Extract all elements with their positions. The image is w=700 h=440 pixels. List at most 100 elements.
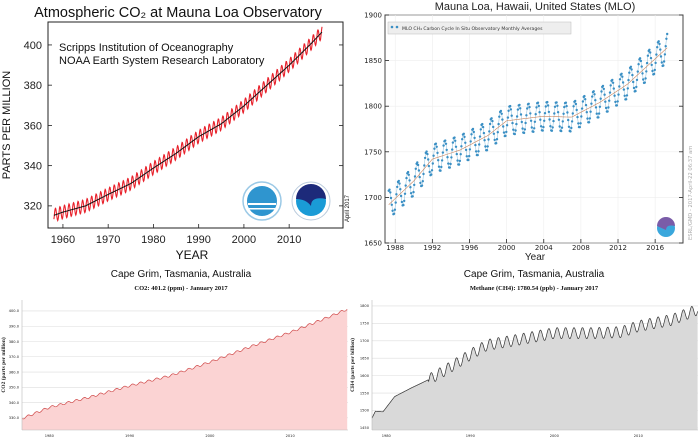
data-point <box>493 138 496 142</box>
y-tick-label: 330.0 <box>9 416 20 420</box>
data-point <box>421 180 424 183</box>
data-point <box>416 163 420 167</box>
data-point <box>556 104 559 108</box>
x-tick-label: 1992 <box>423 244 441 252</box>
x-tick-label: 1960 <box>51 234 75 246</box>
data-point <box>618 85 621 88</box>
data-point <box>488 122 492 126</box>
chart-subtitle: Methane (CH4): 1780.54 (ppb) - January 2… <box>470 285 599 292</box>
data-point <box>564 101 568 104</box>
data-point <box>455 152 458 156</box>
data-point <box>490 117 493 120</box>
series-area <box>22 309 348 430</box>
data-point <box>434 142 438 145</box>
chart-title: Cape Grim, Tasmania, Australia <box>111 269 252 280</box>
data-point <box>428 170 431 174</box>
data-point <box>589 110 592 113</box>
data-point <box>523 128 527 131</box>
data-point <box>423 164 426 167</box>
data-point <box>468 154 471 158</box>
data-point <box>579 122 582 125</box>
data-point <box>440 159 444 162</box>
chart-title: Mauna Loa, Hawaii, United States (MLO) <box>435 1 636 13</box>
data-point <box>393 208 397 211</box>
data-point <box>636 70 639 73</box>
date-note: April 2017 <box>345 194 351 222</box>
data-point <box>461 138 464 141</box>
data-point <box>396 185 399 189</box>
data-point <box>597 112 601 115</box>
data-point <box>566 111 569 114</box>
noaa-logo-small <box>657 217 675 237</box>
data-point <box>543 112 547 115</box>
data-point <box>621 75 624 78</box>
data-point <box>603 93 606 96</box>
data-point <box>440 165 443 169</box>
data-point <box>462 132 465 135</box>
data-point <box>574 102 578 106</box>
data-point <box>470 133 473 136</box>
data-point <box>481 125 485 129</box>
data-point <box>533 120 537 124</box>
data-point <box>477 150 480 153</box>
series-line-ch4 <box>388 33 668 215</box>
data-point <box>541 129 544 132</box>
chart-title: Atmospheric CO₂ at Mauna Loa Observatory <box>34 5 322 21</box>
data-point <box>557 118 561 122</box>
scripps-logo <box>242 181 282 221</box>
data-point <box>427 164 431 168</box>
data-point <box>505 130 508 134</box>
x-tick-label: 2000 <box>550 434 560 438</box>
x-tick-label: 1980 <box>382 434 392 438</box>
data-point <box>653 68 656 72</box>
data-point <box>591 95 594 98</box>
data-point <box>474 143 477 147</box>
chart-cape-grim-co2: Cape Grim, Tasmania, Australia CO2: 401.… <box>0 269 348 438</box>
data-point <box>580 115 583 118</box>
y-tick-label: 340.0 <box>9 401 20 405</box>
y-tick-label: 1700 <box>360 339 370 343</box>
data-point <box>423 156 427 160</box>
data-point <box>542 125 545 129</box>
data-point <box>576 115 579 119</box>
data-point <box>441 151 445 154</box>
data-point <box>534 113 537 116</box>
data-point <box>495 138 499 141</box>
data-point <box>651 69 654 73</box>
data-point <box>404 184 407 187</box>
data-point <box>399 194 403 198</box>
data-point <box>472 130 475 134</box>
series-trend-co2 <box>53 31 323 216</box>
data-point <box>543 119 546 123</box>
data-point <box>449 162 452 166</box>
data-point <box>620 72 623 76</box>
data-point <box>602 87 605 91</box>
data-point <box>416 161 419 164</box>
data-point <box>649 51 652 54</box>
data-point <box>420 184 424 187</box>
y-tick-label: 1900 <box>364 11 382 19</box>
data-point <box>629 65 633 69</box>
y-tick-label: 340 <box>24 160 42 172</box>
data-point <box>391 209 394 212</box>
data-point <box>537 104 540 108</box>
data-point <box>569 130 572 133</box>
data-point <box>593 93 596 96</box>
x-tick-label: 2004 <box>535 244 553 252</box>
data-point <box>570 120 574 123</box>
data-point <box>578 125 581 129</box>
data-point <box>400 200 404 204</box>
data-point <box>431 162 434 165</box>
data-point <box>544 105 547 108</box>
data-point <box>454 139 457 142</box>
annotation-noaa: NOAA Earth System Research Laboratory <box>59 55 265 67</box>
data-point <box>403 192 407 195</box>
data-point <box>507 109 510 113</box>
y-tick-label: 1650 <box>360 356 370 360</box>
data-point <box>409 192 413 195</box>
data-point <box>563 105 566 109</box>
data-point <box>474 150 478 153</box>
data-point <box>663 53 667 56</box>
data-point <box>623 94 626 98</box>
data-point <box>539 125 543 128</box>
